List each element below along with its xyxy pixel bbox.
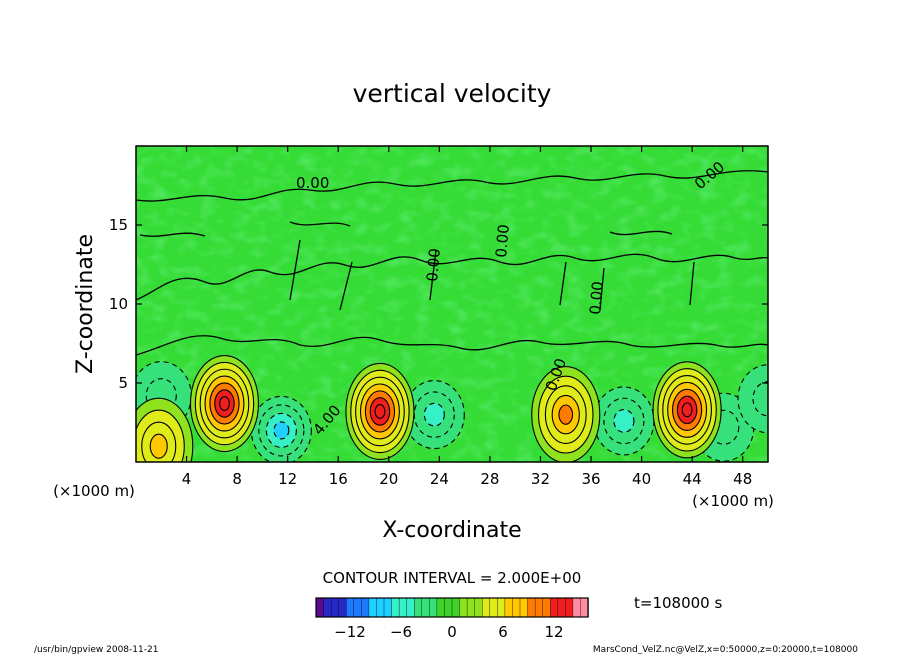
colorbar-cell	[383, 597, 393, 618]
colorbar-cell	[414, 597, 423, 618]
colorbar-cell	[323, 597, 332, 618]
x-tick-label: 12	[278, 470, 297, 488]
time-label: t=108000 s	[634, 594, 722, 612]
colorbar-cell	[466, 597, 476, 618]
zero-contour	[136, 335, 768, 356]
downdraft-contour	[273, 421, 290, 440]
x-tick-label: 24	[430, 470, 449, 488]
colorbar-tick-label: 12	[544, 623, 563, 641]
downdraft-contour	[613, 409, 635, 433]
colorbar-cell	[391, 597, 400, 618]
footer-right: MarsCond_VelZ.nc@VelZ,x=0:50000,z=0:2000…	[593, 645, 858, 654]
x-tick-label: 28	[480, 470, 499, 488]
contour-label: 0.00	[586, 281, 607, 316]
x-axis: 4 8 12 16 20 24 28 32 36 40 44 48	[182, 146, 752, 488]
colorbar-cell	[534, 597, 544, 618]
x-tick-label: 20	[379, 470, 398, 488]
colorbar-cell	[315, 597, 325, 618]
x-tick-label: 36	[581, 470, 600, 488]
chart-title: vertical velocity	[353, 79, 552, 108]
colorbar-cell	[557, 597, 567, 618]
colorbar-tick-label: 0	[447, 623, 457, 641]
colorbar-tick-label: −12	[334, 623, 366, 641]
colorbar-cell	[512, 597, 521, 618]
convective-cores	[136, 354, 768, 462]
colorbar-cell	[346, 597, 355, 618]
contour-label: 0.00	[423, 248, 444, 283]
x-tick-label: 16	[329, 470, 348, 488]
colorbar-cell	[406, 597, 415, 618]
contour-lines	[136, 170, 768, 356]
colorbar-cell	[504, 597, 514, 618]
colorbar-frame	[315, 597, 589, 618]
updraft-contour	[681, 402, 693, 418]
x-tick-label: 48	[733, 470, 752, 488]
colorbar-cell	[361, 597, 370, 618]
updraft-contour	[558, 404, 574, 425]
contour-interval: CONTOUR INTERVAL = 2.000E+00	[323, 569, 582, 587]
zero-contour	[139, 221, 673, 237]
x-tick-label: 8	[232, 470, 242, 488]
colorbar-cell	[398, 597, 408, 618]
updraft-contour	[149, 433, 168, 459]
x-unit-left: (×1000 m)	[53, 482, 135, 500]
y-tick-label: 5	[118, 374, 128, 392]
colorbar-cell	[421, 597, 431, 618]
colorbar	[315, 597, 589, 618]
colorbar-cell	[444, 597, 453, 618]
zero-contour	[136, 253, 768, 301]
x-tick-label: 40	[632, 470, 651, 488]
colorbar-cell	[550, 597, 559, 618]
y-axis-label: Z-coordinate	[73, 234, 98, 374]
x-axis-label: X-coordinate	[382, 518, 521, 543]
x-tick-label: 32	[531, 470, 550, 488]
colorbar-ticks: −12 −6 0 6 12	[334, 623, 563, 641]
x-unit-right: (×1000 m)	[692, 492, 774, 510]
colorbar-cell	[542, 597, 551, 618]
colorbar-cell	[519, 597, 529, 618]
colorbar-cell	[572, 597, 582, 618]
colorbar-cell	[436, 597, 446, 618]
x-tick-label: 44	[683, 470, 702, 488]
colorbar-cell	[451, 597, 461, 618]
colorbar-cell	[482, 597, 491, 618]
colorbar-cell	[338, 597, 347, 618]
colorbar-tick-label: −6	[390, 623, 412, 641]
contour-label: 0.00	[296, 174, 329, 192]
colorbar-cell	[353, 597, 363, 618]
zero-contour	[136, 170, 768, 202]
colorbar-tick-label: 6	[498, 623, 508, 641]
colorbar-cell	[376, 597, 385, 618]
updraft-contour	[219, 396, 230, 411]
colorbar-cell	[527, 597, 536, 618]
colorbar-cell	[474, 597, 483, 618]
colorbar-cell	[459, 597, 468, 618]
x-tick-label: 4	[182, 470, 192, 488]
colorbar-cell	[580, 597, 589, 618]
colorbar-cell	[489, 597, 499, 618]
colorbar-cell	[368, 597, 378, 618]
plot-area: 0.00 0.00 0.00 0.00 0.00 0.00 4.00	[136, 146, 768, 462]
colorbar-cell	[429, 597, 438, 618]
colorbar-cell	[497, 597, 506, 618]
colorbar-cell	[565, 597, 574, 618]
colorbar-cell	[330, 597, 340, 618]
downdraft-contour	[752, 381, 768, 417]
updraft-contour	[374, 404, 386, 419]
downdraft-contour	[423, 402, 445, 427]
zero-contour	[289, 239, 695, 311]
footer-left: /usr/bin/gpview 2008-11-21	[34, 645, 158, 654]
y-tick-label: 10	[109, 295, 128, 313]
y-axis: 5 10 15	[109, 216, 768, 392]
contour-label: 0.00	[492, 224, 513, 259]
y-tick-label: 15	[109, 216, 128, 234]
